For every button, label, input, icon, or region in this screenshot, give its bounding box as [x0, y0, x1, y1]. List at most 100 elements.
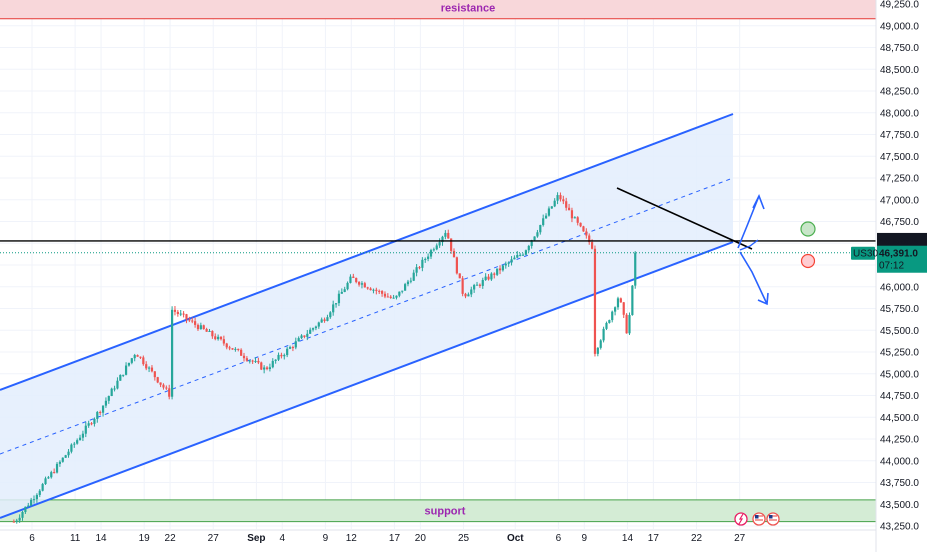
- candle-body: [366, 287, 369, 289]
- event-icon-ring: [752, 512, 766, 526]
- channel-drawing[interactable]: [0, 113, 734, 519]
- y-tick-label: 43,750.0: [880, 478, 919, 489]
- candle-body: [191, 320, 194, 322]
- candle-body: [519, 254, 522, 256]
- candle-body: [490, 273, 493, 280]
- x-tick-label: 6: [556, 533, 562, 544]
- y-tick-label: 48,500.0: [880, 65, 919, 76]
- candle-body: [314, 326, 318, 329]
- candle-body: [369, 288, 372, 291]
- support-zone: [0, 499, 876, 522]
- event-icons[interactable]: [734, 512, 780, 526]
- candle-body: [608, 320, 611, 323]
- bullish-arrowhead: [752, 194, 765, 210]
- channel-median-line[interactable]: [0, 177, 734, 455]
- candle-body: [208, 330, 211, 332]
- candle-body: [116, 380, 119, 389]
- candle-body: [461, 278, 464, 294]
- stop-loss-marker[interactable]: [800, 253, 816, 269]
- candle-body: [242, 355, 246, 359]
- candle-body: [567, 207, 571, 211]
- candle-body: [317, 322, 320, 327]
- x-tick-label: 14: [622, 533, 634, 544]
- candle-body: [415, 267, 418, 273]
- candle-body: [326, 317, 329, 321]
- candle-body: [507, 262, 510, 264]
- y-tick-label: 46,750.0: [880, 217, 919, 228]
- take-profit-marker[interactable]: [800, 221, 816, 237]
- candle-body: [536, 232, 539, 237]
- candle-body: [418, 267, 421, 269]
- candle-body: [185, 314, 188, 320]
- candle-body: [44, 478, 47, 485]
- candle-body: [539, 225, 542, 233]
- candle-body: [622, 302, 625, 315]
- y-tick-label: 48,750.0: [880, 43, 919, 54]
- candle-body: [498, 268, 502, 271]
- candle-body: [383, 293, 387, 297]
- bearish-scenario-arrow[interactable]: [739, 251, 768, 305]
- channel-upper-line[interactable]: [0, 113, 734, 391]
- candle-body: [119, 374, 122, 381]
- candle-body: [582, 226, 585, 232]
- zones: resistance support: [0, 0, 876, 523]
- y-tick-label: 47,000.0: [880, 195, 919, 206]
- candle-body: [412, 272, 415, 281]
- y-tick-label: 49,000.0: [880, 21, 919, 32]
- candle-body: [602, 328, 605, 341]
- x-tick-label: 25: [458, 533, 470, 544]
- candle-body: [133, 355, 136, 359]
- candle-body: [458, 273, 461, 279]
- candle-body: [194, 321, 197, 325]
- candle-body: [386, 296, 389, 298]
- candle-body: [337, 293, 341, 304]
- channel-lower-line[interactable]: [0, 241, 734, 519]
- x-tick-label: 9: [323, 533, 329, 544]
- us-flag-event-icon[interactable]: [766, 512, 780, 526]
- candle-body: [346, 282, 349, 290]
- candle-body: [320, 319, 323, 323]
- candle-body: [590, 242, 594, 249]
- us-flag-event-icon[interactable]: [752, 512, 766, 526]
- candle-body: [288, 347, 292, 349]
- price-axis[interactable]: 49,000.0 48,750.0 48,500.0 48,250.0 48,000.0…: [875, 0, 919, 552]
- candle-body: [265, 367, 269, 370]
- candle-body: [380, 291, 384, 294]
- y-tick-label: 45,500.0: [880, 326, 919, 337]
- candle-body: [421, 259, 424, 268]
- candle-body: [363, 283, 366, 288]
- candle-body: [303, 335, 306, 337]
- candle-body: [170, 309, 174, 397]
- candle-body: [357, 282, 361, 285]
- candle-body: [349, 276, 352, 283]
- candle-body: [455, 257, 458, 274]
- y-tick-label-clipped: 49,250.0: [880, 0, 919, 11]
- candle-body: [263, 367, 266, 370]
- candle-body: [234, 348, 237, 350]
- annotations[interactable]: [0, 187, 876, 306]
- lightning-bolt: [738, 513, 744, 525]
- candle-body: [90, 423, 93, 425]
- candle-body: [231, 348, 234, 350]
- y-tick-label: 43,500.0: [880, 500, 919, 511]
- time-axis[interactable]: 6 11 14 19 22 27 Sep 4 9 12 17 20 25 Oct 6 9 14 17 22 27: [0, 529, 876, 544]
- x-tick-label: 14: [95, 533, 107, 544]
- candle-body: [360, 283, 364, 285]
- y-tick-label: 44,250.0: [880, 435, 919, 446]
- bullish-scenario-arrow[interactable]: [737, 195, 760, 249]
- candle-body: [432, 249, 435, 251]
- candle-body: [219, 336, 223, 340]
- descending-trendline[interactable]: [616, 187, 753, 250]
- lightning-icon[interactable]: [734, 512, 748, 526]
- candle-body: [562, 199, 565, 202]
- candle-body: [70, 444, 73, 452]
- candle-body: [268, 367, 272, 370]
- candle-body: [228, 347, 231, 349]
- candle-body: [424, 258, 427, 260]
- x-tick-label: 22: [691, 533, 703, 544]
- x-tick-label: 9: [582, 533, 588, 544]
- candle-body: [38, 490, 41, 495]
- x-tick-label: Oct: [507, 533, 524, 544]
